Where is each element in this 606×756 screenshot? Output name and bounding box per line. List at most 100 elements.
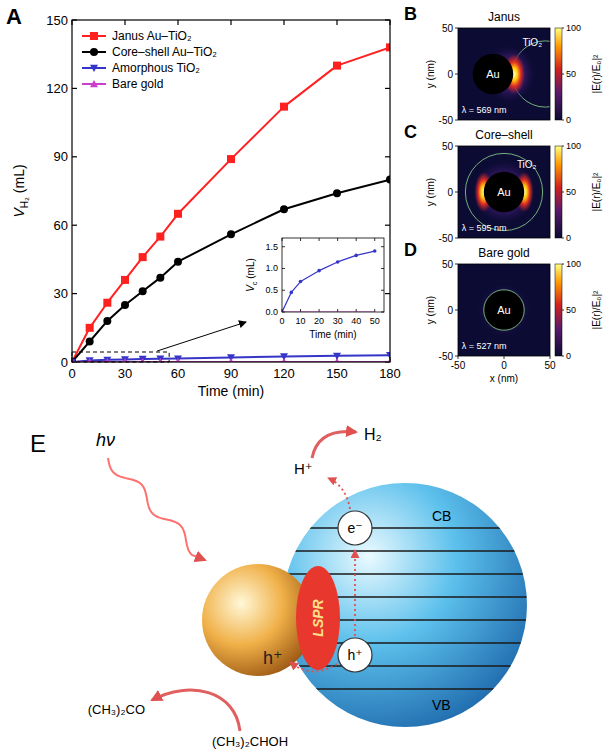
legend-label: Amorphous TiO₂ bbox=[112, 61, 200, 75]
map-frame bbox=[458, 264, 550, 356]
lspr-label: LSPR bbox=[310, 598, 326, 636]
marker-circle bbox=[86, 337, 94, 345]
metal-hole-label: h⁺ bbox=[263, 648, 283, 668]
reactant-label: (CH₃)₂CHOH bbox=[212, 734, 288, 749]
series-group bbox=[72, 43, 390, 362]
marker-square bbox=[174, 210, 182, 218]
excitation-arrow bbox=[354, 550, 356, 636]
series-line bbox=[72, 180, 390, 362]
x-tick-label: 10 bbox=[296, 316, 306, 326]
y-tick bbox=[385, 156, 390, 157]
y-tick bbox=[385, 88, 390, 89]
y-tick bbox=[282, 246, 285, 247]
y-tick bbox=[455, 310, 458, 311]
panel-letter: E bbox=[30, 430, 46, 457]
x-tick-label: 30 bbox=[333, 316, 343, 326]
y-tick-label: 0 bbox=[447, 69, 453, 80]
marker-circle bbox=[336, 260, 340, 264]
series-line bbox=[72, 47, 390, 362]
marker-circle bbox=[103, 317, 111, 325]
colorbar-title: |E(r)/E₀|² bbox=[591, 54, 602, 93]
light-wave bbox=[108, 458, 205, 560]
x-axis-title: Time (min) bbox=[309, 329, 356, 340]
plot-background bbox=[72, 20, 390, 362]
y-axis-title: y (nm) bbox=[425, 60, 436, 88]
colorbar bbox=[555, 146, 562, 238]
marker-square bbox=[103, 299, 111, 307]
wavelength-label: λ = 527 nm bbox=[462, 341, 507, 351]
y-tick-label: 0.0 bbox=[265, 307, 278, 317]
legend-label: Core–shell Au–TiO₂ bbox=[112, 45, 217, 59]
panel-letter: D bbox=[404, 240, 417, 260]
axis-title-part: (mL) bbox=[245, 258, 256, 281]
y-tick bbox=[381, 290, 384, 291]
field-glow bbox=[469, 157, 539, 227]
colorbar-tick bbox=[562, 28, 564, 29]
shell-label: TiO₂ bbox=[517, 159, 537, 170]
oxidation-arrow bbox=[152, 690, 240, 731]
y-tick bbox=[455, 120, 458, 121]
field-map bbox=[473, 41, 550, 107]
band-line bbox=[283, 527, 527, 529]
y-tick-label: 150 bbox=[46, 13, 68, 28]
x-tick-label: 90 bbox=[224, 366, 238, 381]
y-tick bbox=[72, 88, 77, 89]
x-tick bbox=[374, 238, 375, 241]
field-map bbox=[475, 281, 534, 340]
y-tick bbox=[282, 290, 285, 291]
core-label: Au bbox=[486, 68, 499, 80]
zoom-arrow bbox=[157, 322, 246, 351]
gold-core bbox=[484, 290, 524, 330]
series-line bbox=[282, 251, 375, 312]
colorbar-title: |E(r)/E₀|² bbox=[591, 172, 602, 211]
marker-square bbox=[139, 253, 147, 261]
wavelength-label: λ = 595 nm bbox=[462, 223, 507, 233]
x-tick-label: 120 bbox=[273, 366, 295, 381]
x-tick bbox=[177, 20, 178, 25]
light-label: hν bbox=[96, 430, 115, 450]
panel-title: Bare gold bbox=[478, 246, 529, 260]
y-tick bbox=[72, 293, 77, 294]
colorbar-tick bbox=[562, 264, 564, 265]
marker-square bbox=[121, 276, 129, 284]
legend-marker bbox=[90, 80, 98, 87]
panel-letter: A bbox=[6, 4, 22, 29]
figure: A03060901201501800306090120150Time (min)… bbox=[0, 0, 606, 756]
x-tick-label: 0 bbox=[68, 366, 75, 381]
x-tick bbox=[337, 238, 338, 241]
colorbar-tick-label: 0 bbox=[566, 115, 571, 125]
plot-frame bbox=[282, 238, 384, 312]
x-tick bbox=[124, 20, 125, 25]
axis-title-sub: H₂ bbox=[19, 197, 30, 208]
band-line bbox=[283, 550, 527, 552]
marker-circle bbox=[121, 301, 129, 309]
electron-label: e⁻ bbox=[347, 520, 362, 536]
panel-letter: C bbox=[404, 122, 417, 142]
y-axis-title: y (nm) bbox=[425, 296, 436, 324]
marker-circle bbox=[227, 230, 235, 238]
y-tick bbox=[455, 192, 458, 193]
map-frame bbox=[458, 28, 550, 120]
shell-outline bbox=[465, 153, 542, 230]
x-tick-label: 40 bbox=[351, 316, 361, 326]
y-tick-label: 60 bbox=[54, 218, 68, 233]
series-group bbox=[282, 249, 377, 312]
colorbar-tick bbox=[562, 192, 564, 193]
core-label: Au bbox=[497, 304, 510, 316]
x-tick-label: 50 bbox=[544, 360, 556, 371]
panel-letter: B bbox=[404, 4, 417, 24]
electron-circle bbox=[338, 511, 372, 545]
axis-title: Vc (mL) bbox=[245, 258, 259, 292]
electron-transfer-arrow bbox=[328, 478, 350, 509]
colorbar-tick bbox=[562, 120, 564, 121]
y-tick-label: 0 bbox=[447, 305, 453, 316]
hole-circle bbox=[338, 638, 372, 672]
map-background bbox=[458, 264, 550, 356]
marker-square bbox=[333, 62, 341, 70]
y-tick bbox=[381, 246, 384, 247]
x-tick bbox=[356, 238, 357, 241]
colorbar-tick-label: 50 bbox=[566, 187, 576, 197]
field-map bbox=[465, 153, 542, 230]
x-tick bbox=[230, 20, 231, 25]
marker-circle bbox=[354, 254, 358, 258]
